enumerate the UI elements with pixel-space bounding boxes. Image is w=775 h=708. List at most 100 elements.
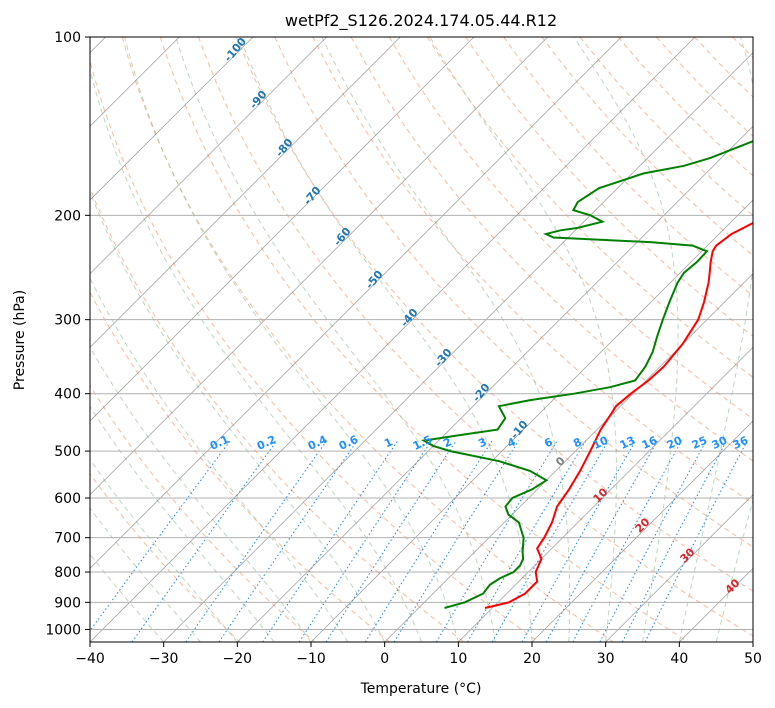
dewpoint-line [420, 140, 753, 609]
isotherm-line [531, 420, 753, 642]
dry-adiabat-label: -90 [247, 88, 270, 112]
isotherm-line [90, 37, 327, 275]
x-tick-label: 20 [523, 651, 541, 667]
dry-adiabat [90, 472, 241, 642]
mixing-ratio-label: 30 [710, 434, 730, 452]
mixing-ratio-line [131, 440, 278, 642]
mixing-ratio-line [644, 440, 748, 642]
isotherm-line [90, 37, 548, 496]
mixing-ratio-label: 25 [690, 434, 709, 452]
moist-adiabat [90, 507, 201, 642]
mixing-ratio-line [545, 440, 659, 642]
isotherm-line [90, 37, 475, 422]
mixing-ratio-line [298, 440, 432, 642]
mixing-ratio-label: 8 [571, 435, 583, 450]
x-axis-label: Temperature (°C) [360, 681, 482, 697]
mixing-ratio-line [521, 440, 637, 642]
dry-adiabat [694, 37, 753, 98]
mixing-ratio-label: 20 [665, 434, 685, 452]
y-tick-label: 1000 [45, 622, 81, 638]
moist-adiabat [90, 346, 312, 642]
y-tick-label: 400 [54, 387, 81, 403]
dry-adiabat [388, 37, 753, 420]
mixing-ratio-label: 1.5 [411, 433, 434, 453]
moist-adiabat-label: 20 [633, 515, 653, 535]
x-tick-label: 10 [449, 651, 467, 667]
dry-adiabat-label: -20 [470, 381, 493, 405]
x-tick-label: 40 [670, 651, 688, 667]
gridlines [90, 37, 753, 630]
mixing-ratio-line [491, 440, 609, 642]
moist-adiabat [715, 498, 753, 642]
y-tick-label: 200 [54, 208, 81, 224]
dry-adiabat [236, 37, 753, 592]
y-axis-label: Pressure (hPa) [12, 290, 28, 390]
isotherm-line [752, 641, 753, 642]
dry-adiabat-label: -60 [331, 225, 354, 249]
moist-adiabat [321, 37, 571, 642]
y-tick-label: 900 [54, 595, 81, 611]
moist-adiabat [175, 37, 496, 642]
dry-adiabat [656, 37, 753, 138]
isotherm-line [90, 37, 622, 569]
isotherm-line [163, 52, 753, 642]
dry-adiabat [90, 59, 540, 642]
dry-adiabat [198, 37, 753, 637]
mixing-ratio-label: 10 [591, 434, 611, 452]
mixing-ratio-line [572, 440, 683, 642]
mixing-ratio-label: 16 [640, 434, 660, 452]
y-tick-label: 100 [54, 30, 81, 46]
dry-adiabat [90, 384, 316, 642]
isotherm-line [605, 494, 753, 642]
x-tick-label: −20 [223, 651, 253, 667]
dry-adiabat-label: -70 [301, 184, 324, 208]
moist-adiabat-label: 40 [723, 576, 743, 596]
mixing-ratio-line [364, 440, 493, 642]
x-tick-label: 30 [597, 651, 615, 667]
mixing-ratio-label: 1 [382, 435, 394, 450]
dry-adiabat [312, 37, 753, 505]
isotherm-line [384, 273, 753, 642]
x-axis: −40 −30 −20 −10 0 10 20 30 40 50 [75, 642, 762, 667]
dry-adiabat-label: -30 [432, 346, 455, 370]
moist-adiabat-label: 0 [553, 454, 568, 469]
mixing-ratio-line [467, 440, 587, 642]
dry-adiabat-label: -80 [273, 136, 296, 160]
temperature-line [484, 221, 753, 609]
isotherm-line [310, 199, 753, 642]
moist-adiabat [573, 37, 679, 642]
moist-adiabat [239, 37, 533, 642]
x-tick-label: −40 [75, 651, 105, 667]
background-lines [90, 37, 775, 642]
mixing-ratio-line [90, 440, 231, 632]
line-labels: -100-90-80-70-60-50-40-30-20-10010203040… [208, 35, 751, 597]
dry-adiabat [274, 37, 753, 548]
dry-adiabat [350, 37, 753, 462]
dry-adiabat [771, 37, 775, 642]
moist-adiabat [429, 37, 617, 642]
isotherm-line [90, 37, 254, 201]
mixing-ratio-label: 0.6 [337, 433, 360, 453]
mixing-ratio-line [599, 440, 707, 642]
mixing-ratio-label: 0.1 [208, 433, 231, 453]
dry-adiabat [90, 186, 465, 642]
isotherm-line [458, 346, 753, 642]
mixing-ratio-line [325, 440, 457, 642]
chart-title: wetPf2_S126.2024.174.05.44.R12 [285, 11, 557, 31]
dry-adiabat [121, 37, 614, 642]
dry-adiabat [90, 291, 390, 642]
mixing-ratio-line [185, 440, 328, 642]
mixing-ratio-line [262, 440, 399, 642]
x-tick-label: −10 [296, 651, 326, 667]
mixing-ratio-line [393, 440, 520, 642]
profile-lines [420, 140, 753, 609]
moist-adiabat [90, 458, 238, 642]
moist-adiabat [90, 67, 422, 642]
plot-frame [89, 36, 754, 643]
mixing-ratio-label: 36 [731, 434, 751, 452]
y-tick-label: 700 [54, 531, 81, 547]
y-tick-label: 800 [54, 565, 81, 581]
moist-adiabat-label: 10 [591, 485, 611, 505]
moist-adiabat [90, 405, 275, 642]
